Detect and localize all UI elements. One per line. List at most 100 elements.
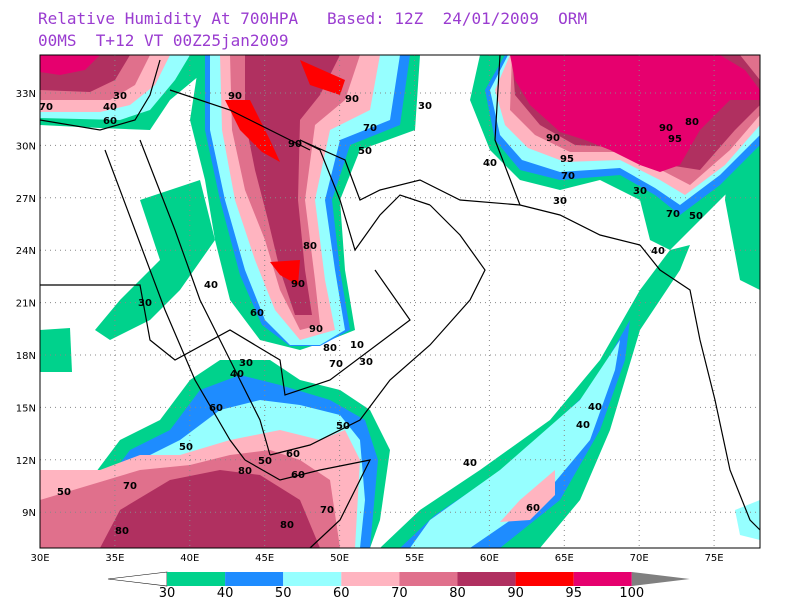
contour-label: 90 <box>288 139 302 150</box>
contour-label: 90 <box>228 91 242 102</box>
coastlines <box>39 54 761 549</box>
contour-label: 40 <box>204 280 218 291</box>
contour-label: 30 <box>113 91 127 102</box>
colorbar-box <box>341 572 400 586</box>
colorbar-box <box>225 572 284 586</box>
contour-label: 95 <box>560 154 574 165</box>
lon-label: 70E <box>630 553 649 564</box>
colorbar-box <box>167 572 226 586</box>
contour-label: 60 <box>526 503 540 514</box>
contour-label: 80 <box>115 526 129 537</box>
title-line-1: Relative Humidity At 700HPA Based: 12Z 2… <box>38 9 587 28</box>
contour-label: 80 <box>323 343 337 354</box>
contour-label: 90 <box>345 94 359 105</box>
contour-label: 70 <box>561 171 575 182</box>
humidity-band <box>95 180 215 340</box>
colorbar-box <box>573 572 632 586</box>
humidity-band <box>225 100 280 162</box>
contour-label: 70 <box>363 123 377 134</box>
contour-label: 50 <box>689 211 703 222</box>
contour-label: 60 <box>250 308 264 319</box>
lon-label: 60E <box>480 553 499 564</box>
contour-label: 90 <box>659 123 673 134</box>
contour-label: 70 <box>666 209 680 220</box>
humidity-band <box>270 260 300 285</box>
lon-label: 45E <box>255 553 274 564</box>
lat-label: 9N <box>22 508 36 519</box>
colorbar-label: 80 <box>449 586 466 600</box>
contour-label: 90 <box>309 324 323 335</box>
lat-label: 15N <box>16 403 36 414</box>
contour-label: 60 <box>209 403 223 414</box>
contour-label: 60 <box>103 116 117 127</box>
lon-label: 75E <box>705 553 724 564</box>
contour-label: 40 <box>588 402 602 413</box>
colorbar-label: 30 <box>159 586 176 600</box>
lat-label: 18N <box>16 351 36 362</box>
colorbar-label: 60 <box>333 586 350 600</box>
contour-label: 30 <box>239 358 253 369</box>
contour-label: 40 <box>576 420 590 431</box>
lat-label: 24N <box>16 246 36 257</box>
lat-label: 30N <box>16 141 36 152</box>
colorbar-below <box>107 571 168 587</box>
contour-label: 80 <box>303 241 317 252</box>
colorbar-label: 90 <box>507 586 524 600</box>
contour-label: 30 <box>418 101 432 112</box>
contour-label: 40 <box>483 158 497 169</box>
lat-label: 33N <box>16 89 36 100</box>
contour-label: 30 <box>138 298 152 309</box>
humidity-band <box>245 55 340 315</box>
contour-label: 80 <box>685 117 699 128</box>
axes: 33N 30N 27N 24N 21N 18N 15N 12N 9N 30E 35E 40E 45E 50… <box>16 89 724 564</box>
title-line-2: 00MS T+12 VT 00Z25jan2009 <box>38 31 288 50</box>
contour-label: 40 <box>230 369 244 380</box>
colorbar-above <box>631 572 690 586</box>
contour-label: 80 <box>238 466 252 477</box>
colorbar: 30 40 50 60 70 80 90 95 100 <box>107 571 690 601</box>
contour-label: 70 <box>320 505 334 516</box>
colorbar-box <box>457 572 516 586</box>
lon-label: 50E <box>330 553 349 564</box>
contour-label: 95 <box>668 134 682 145</box>
map-frame <box>39 54 761 549</box>
contour-label: 40 <box>651 246 665 257</box>
lon-label: 30E <box>30 553 49 564</box>
lat-label: 27N <box>16 194 36 205</box>
lat-label: 21N <box>16 299 36 310</box>
contour-label: 50 <box>336 421 350 432</box>
colorbar-label: 100 <box>619 586 644 600</box>
contour-label: 70 <box>329 359 343 370</box>
contour-label: 50 <box>57 487 71 498</box>
colorbar-box <box>515 572 574 586</box>
contour-label: 60 <box>291 470 305 481</box>
humidity-band <box>300 60 345 95</box>
contour-label: 90 <box>291 279 305 290</box>
contour-label: 10 <box>350 340 364 351</box>
contour-label: 50 <box>358 146 372 157</box>
humidity-band <box>40 328 72 372</box>
contour-label: 50 <box>179 442 193 453</box>
contour-label: 30 <box>633 186 647 197</box>
contour-label: 40 <box>103 102 117 113</box>
humidity-band <box>100 470 320 548</box>
humidity-band <box>40 55 100 75</box>
colorbar-box <box>283 572 342 586</box>
colorbar-label: 95 <box>565 586 582 600</box>
colorbar-label: 70 <box>391 586 408 600</box>
contour-label: 30 <box>553 196 567 207</box>
contour-label: 80 <box>280 520 294 531</box>
humidity-band <box>510 55 760 172</box>
contour-label: 60 <box>286 449 300 460</box>
contour-label: 50 <box>258 456 272 467</box>
contour-label: 40 <box>463 458 477 469</box>
contour-label: 70 <box>123 481 137 492</box>
colorbar-label: 40 <box>217 586 234 600</box>
humidity-band <box>735 500 760 540</box>
lon-label: 35E <box>105 553 124 564</box>
contour-label: 30 <box>359 357 373 368</box>
lon-label: 55E <box>405 553 424 564</box>
humidity-band <box>500 470 555 522</box>
lat-label: 12N <box>16 456 36 467</box>
